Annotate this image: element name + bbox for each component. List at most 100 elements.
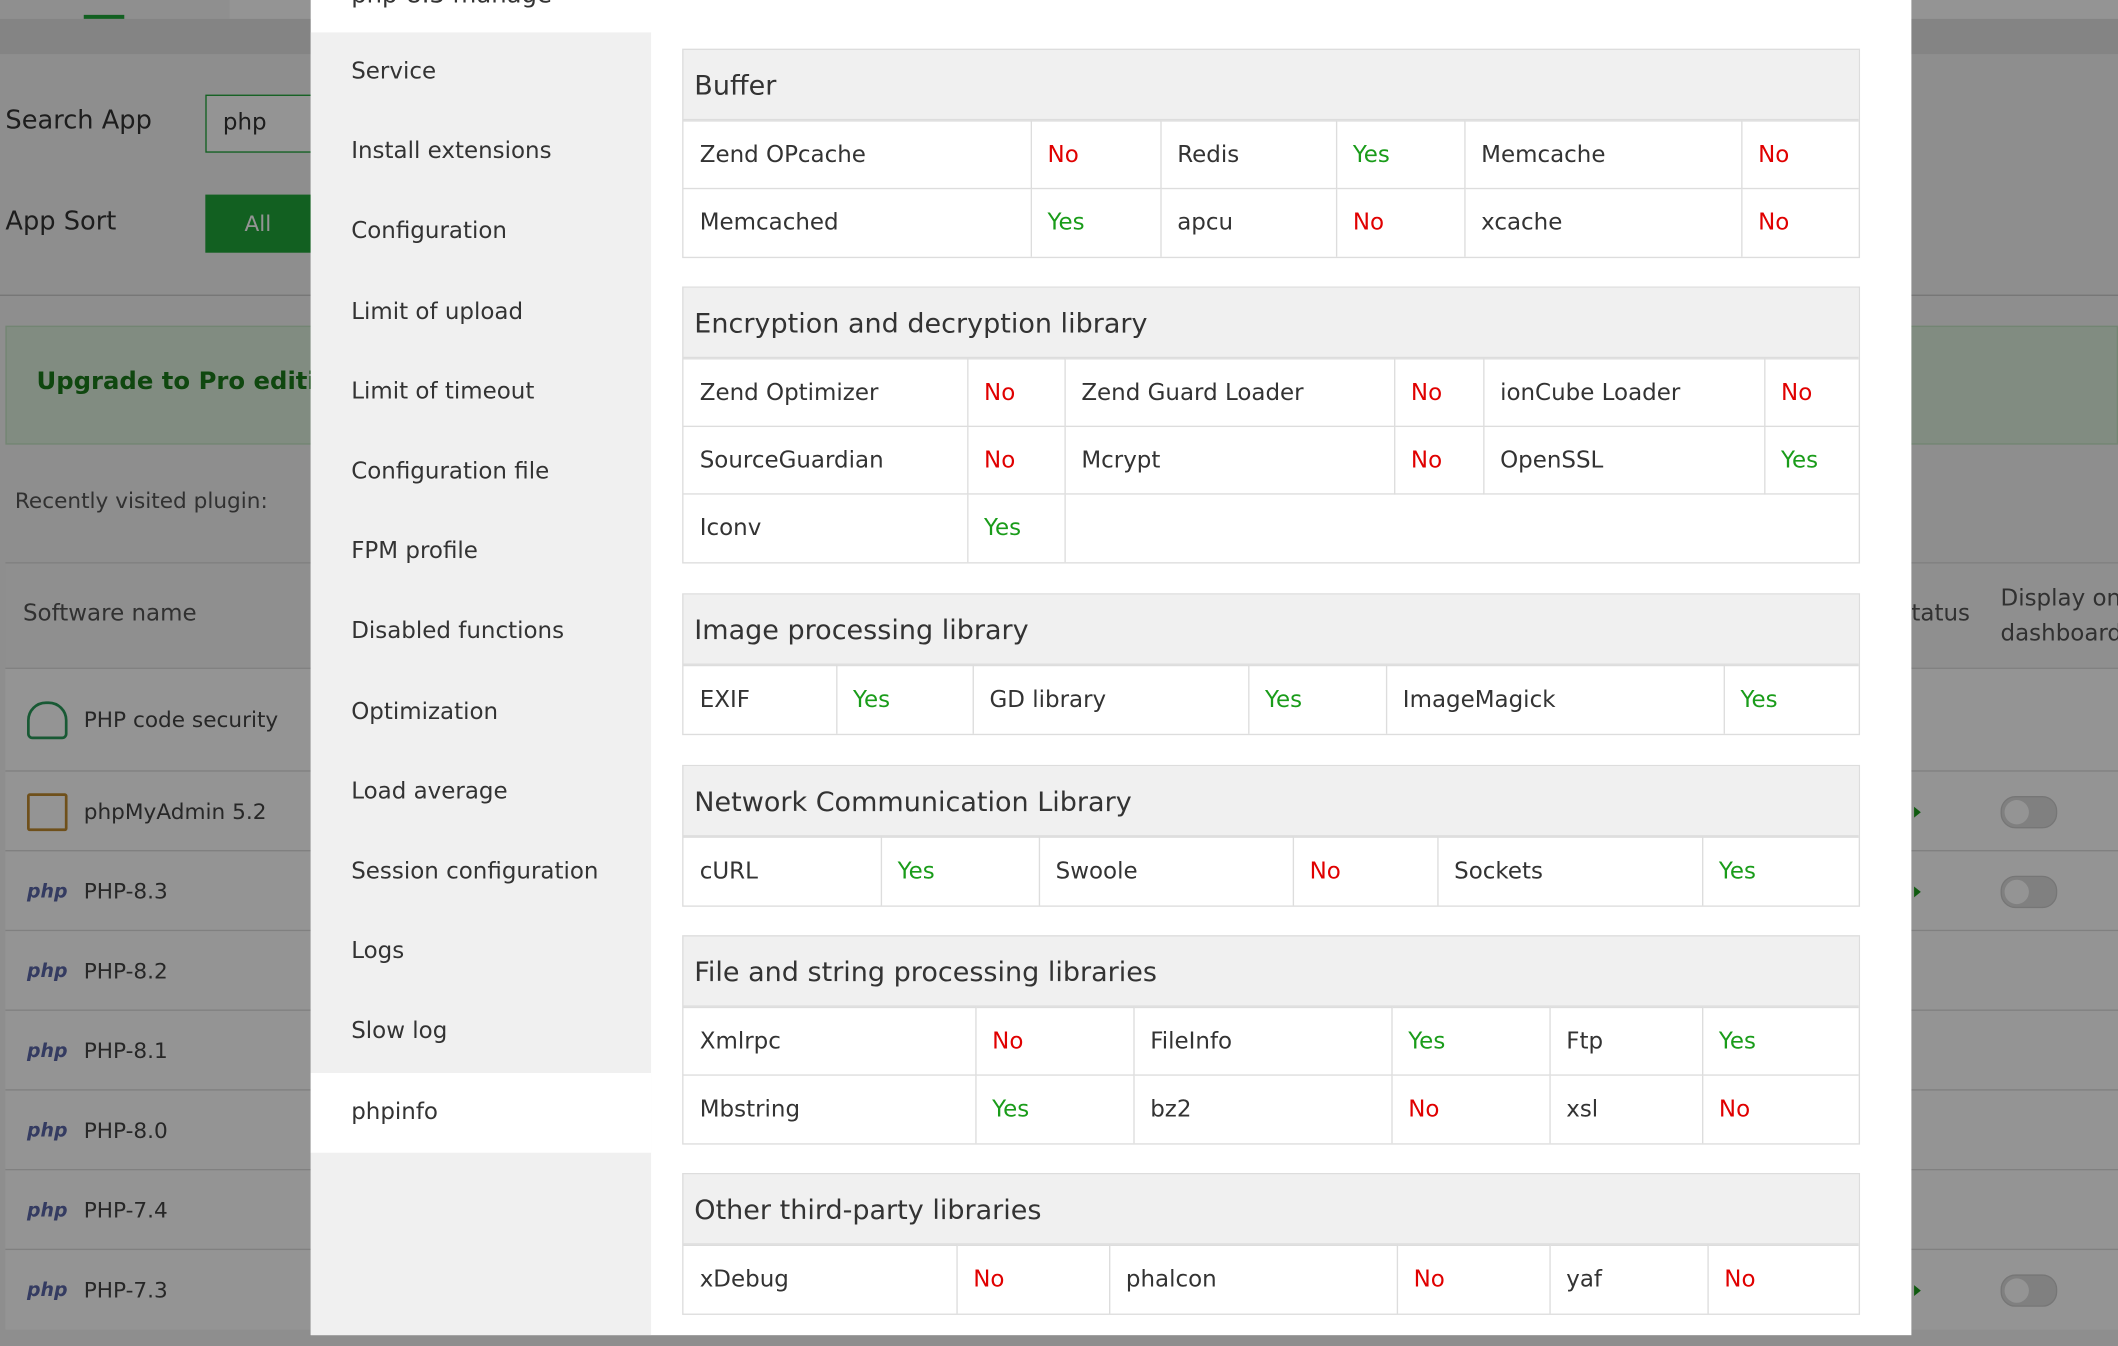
dashboard-toggle[interactable] (2000, 1273, 2058, 1307)
software-name[interactable]: PHP-8.3 (83, 878, 168, 905)
info-section: File and string processing libraries Xmlr… (682, 935, 1861, 1144)
status-cell: No (1396, 1244, 1551, 1313)
status-cell: Yes (1701, 1006, 1859, 1076)
name-cell: ionCube Loader (1482, 358, 1765, 428)
header-status: tatus (1911, 600, 1970, 628)
menu-item[interactable]: Logs (351, 938, 405, 966)
status-cell: Yes (974, 1074, 1134, 1143)
app-icon (27, 701, 68, 740)
phpinfo-content: Buffer Zend OPcache No Redis Yes Memcache No Me… (651, 32, 1911, 1335)
dashboard-toggle[interactable] (2000, 875, 2058, 908)
info-section: Buffer Zend OPcache No Redis Yes Memcache No Me… (682, 48, 1861, 258)
menu-item[interactable]: Limit of timeout (351, 378, 535, 406)
php-icon: php (27, 1120, 68, 1142)
tab-underline (83, 14, 125, 19)
info-section: Encryption and decryption library Zend Op… (682, 286, 1861, 563)
software-name[interactable]: PHP-7.3 (83, 1277, 168, 1303)
info-table: xDebug No phalcon No yaf No (683, 1244, 1859, 1313)
section-title: Network Communication Library (683, 766, 1859, 837)
php-icon: php (27, 960, 68, 983)
name-cell: Mbstring (683, 1074, 976, 1143)
software-name[interactable]: phpMyAdmin 5.2 (83, 798, 267, 825)
software-name[interactable]: PHP-8.0 (83, 1117, 168, 1144)
info-table: Xmlrpc No FileInfo Yes Ftp Yes Mbstring Yes bz2 N… (683, 1006, 1859, 1143)
menu-item[interactable]: Configuration file (351, 458, 550, 486)
name-cell: EXIF (683, 664, 837, 734)
software-name[interactable]: PHP code security (83, 706, 279, 733)
status-cell: No (955, 1244, 1110, 1313)
name-cell: Iconv (683, 493, 968, 562)
section-title: Other third-party libraries (683, 1174, 1859, 1245)
name-cell: Zend Optimizer (683, 358, 968, 428)
status-cell: No (1390, 1074, 1551, 1143)
status-cell: Yes (1763, 425, 1859, 495)
menu-item[interactable]: Install extensions (351, 138, 552, 166)
name-cell: phalcon (1108, 1244, 1398, 1313)
status-cell: No (1393, 425, 1484, 495)
php-icon: php (27, 1279, 68, 1302)
menu-item[interactable]: Session configuration (351, 858, 599, 886)
sort-label: App Sort (5, 206, 117, 237)
name-cell: OpenSSL (1482, 425, 1765, 495)
info-row: EXIF Yes GD library Yes ImageMagick Yes (683, 664, 1859, 734)
dashboard-toggle[interactable] (2000, 795, 2058, 828)
info-row: cURL Yes Swoole No Sockets Yes (683, 836, 1859, 905)
menu-item[interactable]: Optimization (351, 698, 499, 726)
recent-label: Recently visited plugin: (14, 487, 268, 514)
status-cell: No (1706, 1244, 1859, 1313)
software-name[interactable]: PHP-7.4 (83, 1197, 168, 1224)
search-label: Search App (5, 105, 152, 136)
info-table: EXIF Yes GD library Yes ImageMagick Yes (683, 664, 1859, 734)
name-cell: Memcached (683, 187, 1032, 257)
tab[interactable] (0, 0, 230, 19)
info-table: Zend Optimizer No Zend Guard Loader No ionCu… (683, 358, 1859, 562)
info-section: Image processing library EXIF Yes GD librar… (682, 593, 1861, 735)
section-title: Encryption and decryption library (683, 287, 1859, 359)
name-cell: ImageMagick (1385, 664, 1725, 734)
name-cell: bz2 (1132, 1074, 1392, 1143)
menu-item[interactable]: Service (351, 58, 437, 86)
name-cell: xcache (1463, 187, 1742, 257)
status-cell: Yes (1722, 664, 1859, 734)
name-cell: apcu (1159, 187, 1337, 257)
name-cell: Xmlrpc (683, 1006, 976, 1076)
status-cell: No (966, 358, 1066, 428)
menu-item[interactable]: Limit of upload (351, 298, 524, 326)
name-cell: Zend Guard Loader (1063, 358, 1395, 428)
status-cell: No (1763, 358, 1859, 428)
info-row: Iconv Yes (683, 493, 1859, 562)
modal-title: php-8.3 manage (351, 0, 552, 9)
status-cell: No (1335, 187, 1465, 257)
php-icon: php (27, 1200, 68, 1222)
name-cell: GD library (971, 664, 1249, 734)
menu-item[interactable]: Disabled functions (351, 618, 565, 646)
menu-item[interactable]: Configuration (351, 218, 507, 246)
menu-item[interactable]: FPM profile (351, 538, 478, 566)
upgrade-text[interactable]: Upgrade to Pro edition, (36, 367, 359, 396)
app-icon (27, 792, 68, 831)
menu-item[interactable]: Slow log (351, 1018, 448, 1046)
section-title: Image processing library (683, 594, 1859, 665)
name-cell: Sockets (1436, 836, 1703, 905)
status-arrow (1914, 885, 1921, 897)
modal: php-8.3 manage Service Install extensions… (310, 0, 1912, 1336)
status-cell: No (1740, 187, 1859, 257)
menu-item[interactable]: phpinfo (310, 1072, 652, 1153)
info-row: xDebug No phalcon No yaf No (683, 1244, 1859, 1313)
status-cell: Yes (1029, 187, 1162, 257)
software-name[interactable]: PHP-8.1 (83, 1037, 168, 1064)
status-cell: Yes (1335, 120, 1465, 190)
info-table: Zend OPcache No Redis Yes Memcache No Memcache… (683, 120, 1859, 257)
name-cell: FileInfo (1132, 1006, 1392, 1076)
status-cell: Yes (966, 493, 1066, 562)
status-cell: No (1029, 120, 1162, 190)
name-cell: Mcrypt (1063, 425, 1395, 495)
menu-item[interactable]: Load average (351, 778, 508, 806)
name-cell: Ftp (1548, 1006, 1703, 1076)
status-cell: Yes (1701, 836, 1859, 905)
status-cell: Yes (880, 836, 1040, 905)
software-name[interactable]: PHP-8.2 (83, 958, 168, 984)
status-cell: No (1393, 358, 1484, 428)
header-name: Software name (22, 600, 197, 628)
